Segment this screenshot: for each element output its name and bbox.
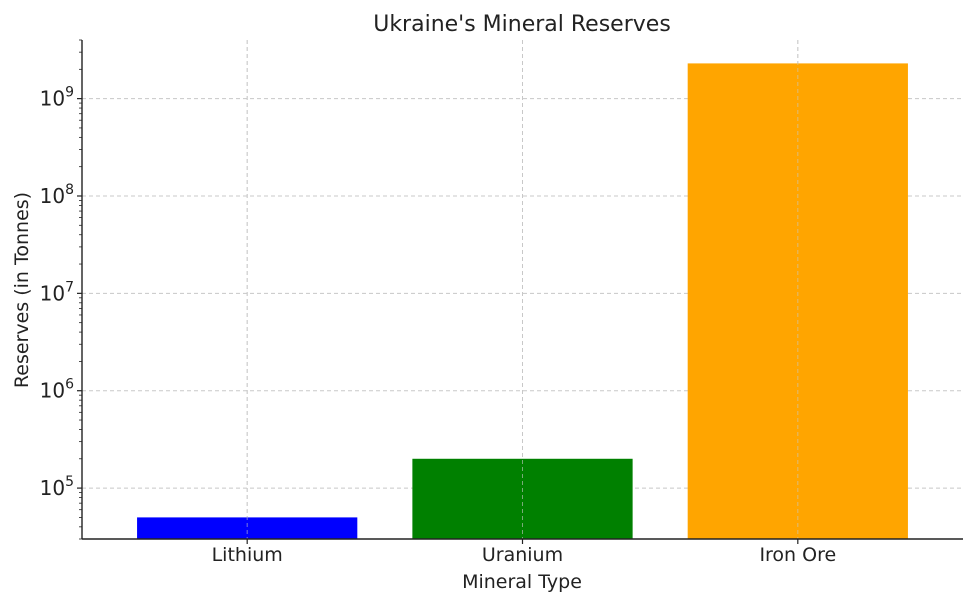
y-tick-exponent: 7 xyxy=(65,279,74,295)
y-tick-base: 10 xyxy=(40,281,65,305)
x-ticks: Lithium Uranium Iron Ore xyxy=(212,539,836,566)
x-tick-label: Uranium xyxy=(482,544,563,566)
y-tick-base: 10 xyxy=(40,87,65,111)
x-tick-label: Lithium xyxy=(212,544,283,566)
y-tick-exponent: 8 xyxy=(65,182,74,198)
y-axis-label: Reserves (in Tonnes) xyxy=(11,192,33,388)
y-tick-exponent: 9 xyxy=(65,85,74,101)
y-tick-base: 10 xyxy=(40,184,65,208)
x-tick-label: Iron Ore xyxy=(759,544,836,566)
bars-layer xyxy=(137,40,908,540)
y-tick-label: 109 xyxy=(40,85,74,111)
y-tick-base: 10 xyxy=(40,476,65,500)
y-tick-label: 106 xyxy=(40,377,74,403)
y-tick-label: 108 xyxy=(40,182,74,208)
chart-title: Ukraine's Mineral Reserves xyxy=(373,12,671,37)
y-tick-label: 107 xyxy=(40,279,74,305)
y-tick-label: 105 xyxy=(40,474,74,500)
y-tick-exponent: 5 xyxy=(65,474,74,490)
x-axis-label: Mineral Type xyxy=(462,571,582,593)
bar-lithium xyxy=(137,517,358,539)
y-tick-base: 10 xyxy=(40,379,65,403)
y-tick-exponent: 6 xyxy=(65,377,74,393)
